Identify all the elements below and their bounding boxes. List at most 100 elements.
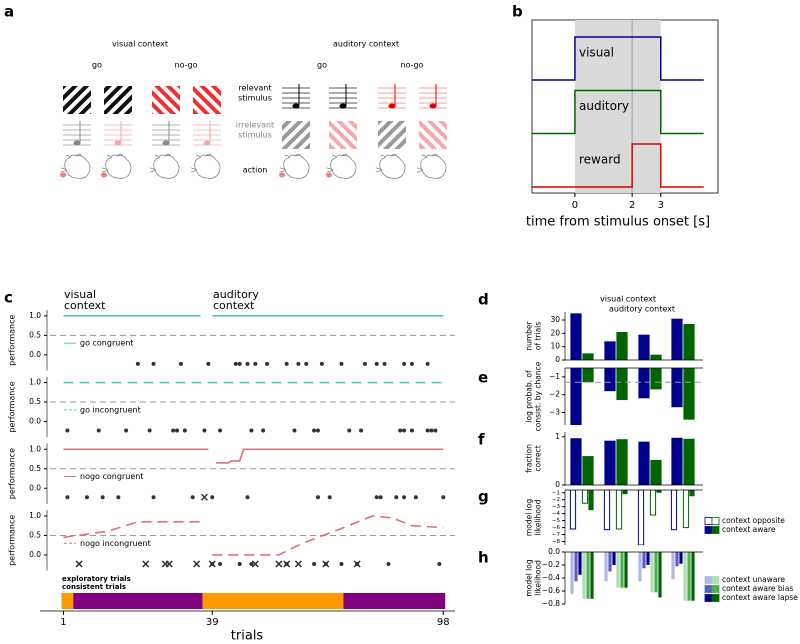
bar bbox=[615, 490, 623, 530]
y-tick-label: 0.0 bbox=[29, 550, 41, 559]
performance-line bbox=[63, 448, 444, 464]
bar bbox=[650, 354, 662, 360]
x-tick-label: 1 bbox=[60, 617, 66, 628]
context-title: auditory context bbox=[333, 40, 399, 49]
legend-swatch bbox=[711, 526, 720, 534]
x-tick-label: 2 bbox=[629, 200, 635, 211]
bar bbox=[620, 552, 624, 588]
choice-dot bbox=[409, 361, 414, 366]
bar bbox=[622, 490, 628, 495]
context-label: visual bbox=[64, 288, 96, 301]
choice-dot bbox=[147, 428, 152, 433]
choice-dot bbox=[441, 495, 446, 500]
y-tick-label: 0.0 bbox=[548, 547, 560, 556]
column-label: no-go bbox=[401, 61, 424, 70]
legend-label: go congruent bbox=[80, 339, 133, 348]
error-cross bbox=[208, 560, 216, 568]
y-axis-title: consist. by chance bbox=[534, 361, 543, 431]
bar bbox=[582, 456, 594, 485]
choice-dot bbox=[374, 495, 379, 500]
error-cross bbox=[142, 560, 150, 568]
y-tick-label: −2 bbox=[549, 390, 560, 399]
step-line bbox=[532, 89, 704, 135]
context-title: visual context bbox=[112, 40, 168, 49]
bar bbox=[616, 552, 620, 588]
choice-dot bbox=[378, 495, 383, 500]
bar bbox=[570, 368, 582, 425]
tongue bbox=[279, 172, 285, 178]
context-label: context bbox=[64, 299, 106, 312]
bar bbox=[654, 552, 658, 593]
bar bbox=[574, 552, 578, 582]
trial-type-label: exploratory trials bbox=[62, 575, 131, 583]
bar bbox=[582, 368, 594, 383]
bar bbox=[624, 552, 628, 588]
y-tick-label: 1.0 bbox=[29, 378, 41, 387]
bar bbox=[679, 552, 683, 564]
note bbox=[114, 140, 122, 146]
note bbox=[429, 103, 437, 109]
bar bbox=[608, 552, 612, 572]
x-axis-title: trials bbox=[231, 629, 264, 644]
bar bbox=[604, 341, 616, 360]
y-axis-title: likelihood bbox=[534, 499, 543, 535]
choice-dot bbox=[339, 561, 344, 566]
choice-dot bbox=[206, 361, 211, 366]
bar bbox=[638, 368, 650, 399]
note bbox=[203, 140, 211, 146]
row-label: stimulus bbox=[238, 94, 272, 103]
choice-dot bbox=[178, 361, 183, 366]
bar bbox=[637, 490, 645, 545]
choice-dot bbox=[398, 428, 403, 433]
y-tick-label: 0.0 bbox=[29, 350, 41, 359]
error-cross bbox=[275, 560, 283, 568]
column-label: go bbox=[317, 61, 327, 70]
error-cross bbox=[251, 560, 259, 568]
choice-dot bbox=[265, 361, 270, 366]
row-label: action bbox=[243, 166, 268, 175]
panel-label: g bbox=[478, 488, 489, 506]
x-tick-label: 39 bbox=[206, 617, 219, 628]
error-cross bbox=[165, 560, 173, 568]
choice-dot bbox=[237, 561, 242, 566]
y-tick-label: 1.0 bbox=[29, 311, 41, 320]
legend-swatch bbox=[704, 585, 713, 593]
bar bbox=[671, 318, 683, 360]
y-axis-title: performance bbox=[8, 515, 17, 566]
choice-dot bbox=[284, 361, 289, 366]
choice-dot bbox=[359, 428, 364, 433]
choice-dot bbox=[382, 361, 387, 366]
legend-swatch bbox=[704, 594, 713, 602]
shade bbox=[574, 20, 661, 193]
choice-dot bbox=[347, 428, 352, 433]
y-tick-label: 0.5 bbox=[29, 464, 41, 473]
y-tick-label: −2 bbox=[552, 497, 560, 503]
y-tick-label: 0.0 bbox=[29, 483, 41, 492]
bar bbox=[570, 313, 582, 360]
plot bbox=[570, 437, 695, 485]
bar bbox=[650, 552, 654, 593]
legend-swatch bbox=[711, 576, 720, 584]
plot bbox=[570, 368, 695, 425]
legend-label: context unaware bbox=[722, 575, 785, 584]
bar bbox=[604, 368, 616, 392]
choice-dot bbox=[386, 561, 391, 566]
note bbox=[73, 140, 81, 146]
bar bbox=[650, 459, 662, 485]
tongue bbox=[60, 172, 66, 178]
bar bbox=[576, 487, 581, 490]
choice-dot bbox=[249, 428, 254, 433]
choice-dot bbox=[210, 495, 215, 500]
mouse bbox=[190, 153, 221, 179]
choice-dot bbox=[425, 361, 430, 366]
y-tick-label: −0.8 bbox=[542, 599, 560, 608]
bar bbox=[616, 332, 628, 360]
choice-dot bbox=[116, 495, 121, 500]
bar bbox=[644, 487, 649, 490]
plot bbox=[570, 552, 695, 601]
y-tick-label: 1.0 bbox=[29, 444, 41, 453]
legend-label: visual context bbox=[600, 295, 656, 304]
legend-swatch bbox=[711, 594, 720, 602]
error-cross bbox=[294, 560, 302, 568]
bar bbox=[642, 552, 646, 569]
